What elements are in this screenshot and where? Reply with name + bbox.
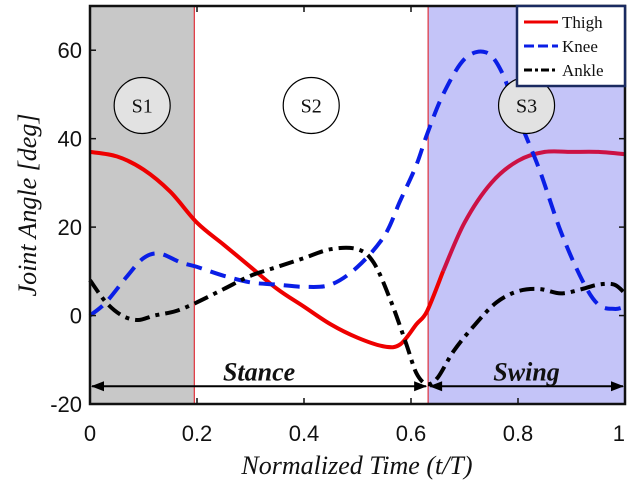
phase-band-s1	[90, 6, 195, 404]
x-tick-label: 0.4	[289, 421, 320, 446]
series-line-ankle	[88, 245, 627, 387]
span-arrowhead-right-stance	[414, 381, 428, 392]
legend-box	[515, 4, 627, 88]
y-axis-label-word: Joint Angle	[13, 178, 42, 297]
phase-band-s2	[194, 6, 429, 404]
y-axis-label-unit: [deg]	[13, 114, 42, 172]
y-tick-label: 40	[58, 127, 82, 152]
y-tick-label: 20	[58, 215, 82, 240]
span-label-swing: Swing	[493, 357, 560, 386]
span-label-stance: Stance	[223, 357, 295, 386]
phase-badge-s2	[282, 76, 340, 135]
span-arrowhead-left-stance	[91, 381, 104, 392]
series-lines	[88, 49, 627, 387]
y-tick-label: -20	[50, 392, 82, 417]
phase-label-s3: S3	[516, 96, 537, 118]
x-tick-label: 0.6	[396, 421, 427, 446]
phase-badge-s1	[113, 76, 171, 135]
span-arrowhead-right-swing	[611, 381, 624, 392]
series-line-thigh-swing	[441, 149, 626, 273]
legend-label-thigh: Thigh	[562, 13, 603, 32]
legend-label-knee: Knee	[562, 37, 598, 56]
x-tick-label: 0.2	[182, 421, 213, 446]
plot-frame	[88, 4, 627, 406]
phase-bands	[90, 6, 625, 404]
stance-swing-arrows: Stance Swing	[91, 357, 624, 392]
legend-label-ankle: Ankle	[562, 61, 604, 80]
x-tick-label: 1	[613, 421, 625, 446]
legend: Thigh Knee Ankle	[515, 4, 627, 88]
y-tick-label: 60	[58, 38, 82, 63]
y-axis-label: Joint Angle [deg]	[13, 114, 42, 297]
series-line-thigh-stance	[89, 149, 445, 350]
phase-label-s1: S1	[132, 96, 153, 118]
x-tick-label: 0.8	[503, 421, 534, 446]
span-arrowhead-left-swing	[429, 381, 443, 392]
series-line-knee	[88, 49, 626, 318]
x-axis-label: Normalized Time (t/T)	[240, 451, 472, 480]
x-tick-label: 0	[84, 421, 96, 446]
phase-label-s2: S2	[301, 96, 322, 118]
y-tick-label: 0	[70, 304, 82, 329]
